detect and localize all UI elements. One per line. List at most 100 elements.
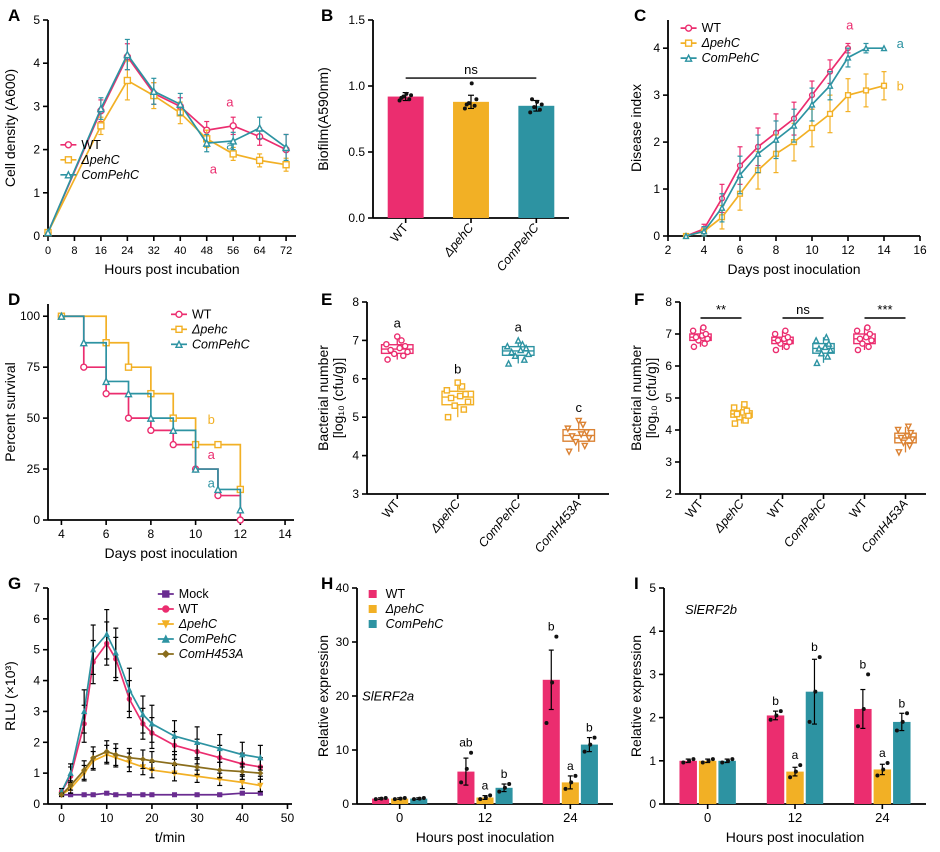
svg-text:0: 0	[33, 797, 40, 811]
panel-b-label: B	[321, 6, 334, 25]
svg-text:2: 2	[665, 487, 672, 501]
svg-text:10: 10	[336, 743, 350, 757]
panel-h: H 0 10 20 30 40 0 12 24 Hours post inoculation Re…	[313, 568, 626, 852]
svg-text:4: 4	[33, 674, 40, 688]
svg-text:a: a	[208, 447, 216, 462]
svg-text:14: 14	[877, 243, 891, 257]
svg-text:2: 2	[665, 243, 672, 257]
svg-text:8: 8	[71, 245, 77, 257]
panel-i: I 0 1 2 3 4 5 0 12 24 Hours post inoculation Relat…	[626, 568, 939, 852]
svg-text:WT: WT	[847, 497, 870, 521]
svg-text:40: 40	[336, 581, 350, 595]
svg-text:24: 24	[121, 245, 133, 257]
svg-text:a: a	[226, 94, 234, 109]
svg-text:Days post inoculation: Days post inoculation	[104, 545, 237, 561]
svg-text:Hours post incubation: Hours post incubation	[104, 261, 239, 277]
svg-text:t/min: t/min	[155, 829, 185, 845]
svg-text:5: 5	[352, 410, 359, 424]
svg-text:75: 75	[27, 360, 41, 374]
svg-text:WT: WT	[386, 587, 406, 601]
svg-text:64: 64	[254, 245, 266, 257]
svg-text:Cell density (A600): Cell density (A600)	[2, 69, 18, 187]
panel-a: A 0 1 2 3 4 5 0 8 16 24 32 40 48 56 64 72 Hours post inc…	[0, 0, 313, 284]
svg-text:Δpehc: Δpehc	[191, 322, 228, 336]
svg-text:a: a	[482, 778, 489, 792]
svg-text:5: 5	[665, 391, 672, 405]
svg-text:ΔpehC: ΔpehC	[427, 496, 464, 536]
svg-text:ComPehC: ComPehC	[192, 337, 251, 351]
svg-text:WT: WT	[81, 138, 101, 152]
svg-text:5: 5	[33, 13, 40, 27]
svg-text:1: 1	[33, 186, 40, 200]
panel-g-chart: 0 1 2 3 4 5 6 7 0 10 20 30 40 50 t/min RLU (×10³) MockWT…	[2, 581, 294, 845]
svg-text:b: b	[811, 640, 818, 654]
panel-d-label: D	[8, 290, 21, 309]
svg-text:ComPehC: ComPehC	[386, 617, 445, 631]
svg-text:Hours post inoculation: Hours post inoculation	[726, 829, 865, 845]
panel-e-chart: 3 4 5 6 7 8 WT ΔpehC ComPehC ComH453A Bacterial nu…	[315, 295, 609, 555]
svg-text:ComPehC: ComPehC	[179, 632, 238, 646]
svg-text:ComPehC: ComPehC	[494, 220, 542, 274]
svg-text:30: 30	[190, 811, 204, 825]
svg-text:25: 25	[27, 462, 41, 476]
svg-text:4: 4	[649, 624, 656, 638]
panel-b-chart: 0.0 0.5 1.0 1.5 WT ΔpehC ComPehC Biofilm(A590nm…	[315, 13, 569, 274]
panel-e-label: E	[321, 290, 333, 309]
panel-g: G 0 1 2 3 4 5 6 7 0 10 20 30 40 50 t/min RLU (×10³) Mock…	[0, 568, 313, 852]
svg-text:20: 20	[145, 811, 159, 825]
svg-text:ComPehC: ComPehC	[476, 496, 524, 550]
svg-text:ns: ns	[464, 62, 478, 77]
svg-text:Percent survival: Percent survival	[2, 362, 18, 462]
svg-text:0: 0	[396, 810, 403, 825]
svg-text:ΔpehC: ΔpehC	[385, 602, 425, 616]
svg-text:b: b	[208, 412, 215, 427]
panel-f: F 2 3 4 5 6 7 8 WT ΔpehC WT ComPehC WT ComH453A Bacte…	[626, 284, 939, 568]
svg-text:7: 7	[665, 327, 672, 341]
svg-text:24: 24	[875, 810, 889, 825]
svg-text:16: 16	[95, 245, 107, 257]
svg-text:a: a	[515, 319, 523, 334]
svg-text:**: **	[716, 302, 726, 317]
svg-text:WT: WT	[765, 497, 788, 521]
svg-text:5: 5	[33, 643, 40, 657]
svg-text:4: 4	[33, 56, 40, 70]
svg-text:0: 0	[342, 797, 349, 811]
svg-text:SlERF2b: SlERF2b	[685, 602, 737, 617]
svg-text:1: 1	[649, 754, 656, 768]
panel-e: E 3 4 5 6 7 8 WT ΔpehC ComPehC ComH453A Bacterial …	[313, 284, 626, 568]
svg-text:b: b	[501, 767, 508, 781]
svg-text:a: a	[897, 36, 905, 51]
svg-text:WT: WT	[702, 21, 722, 35]
svg-text:ΔpehC: ΔpehC	[178, 617, 218, 631]
svg-text:Bacterial number: Bacterial number	[315, 345, 331, 451]
svg-text:10: 10	[100, 811, 114, 825]
svg-text:12: 12	[478, 810, 492, 825]
svg-text:12: 12	[788, 810, 802, 825]
svg-text:50: 50	[27, 411, 41, 425]
svg-text:[log₁₀ (cfu/g)]: [log₁₀ (cfu/g)]	[643, 358, 659, 439]
svg-text:1: 1	[33, 766, 40, 780]
svg-text:6: 6	[352, 372, 359, 386]
svg-text:4: 4	[653, 41, 660, 55]
svg-text:b: b	[454, 362, 461, 377]
svg-text:Hours post inoculation: Hours post inoculation	[416, 829, 555, 845]
svg-text:2: 2	[653, 135, 660, 149]
panel-c-label: C	[634, 6, 647, 25]
svg-text:b: b	[898, 696, 905, 710]
svg-text:3: 3	[33, 704, 40, 718]
svg-text:56: 56	[227, 245, 239, 257]
svg-text:ComPehC: ComPehC	[702, 51, 761, 65]
svg-text:8: 8	[148, 527, 155, 541]
svg-text:3: 3	[33, 99, 40, 113]
svg-text:ComH453A: ComH453A	[179, 647, 244, 661]
svg-text:a: a	[846, 17, 854, 32]
svg-text:[log₁₀ (cfu/g)]: [log₁₀ (cfu/g)]	[330, 358, 346, 439]
svg-text:WT: WT	[379, 497, 402, 521]
svg-text:b: b	[897, 78, 904, 93]
svg-text:8: 8	[773, 243, 780, 257]
svg-text:2: 2	[649, 711, 656, 725]
svg-text:48: 48	[201, 245, 213, 257]
svg-text:0: 0	[45, 245, 51, 257]
